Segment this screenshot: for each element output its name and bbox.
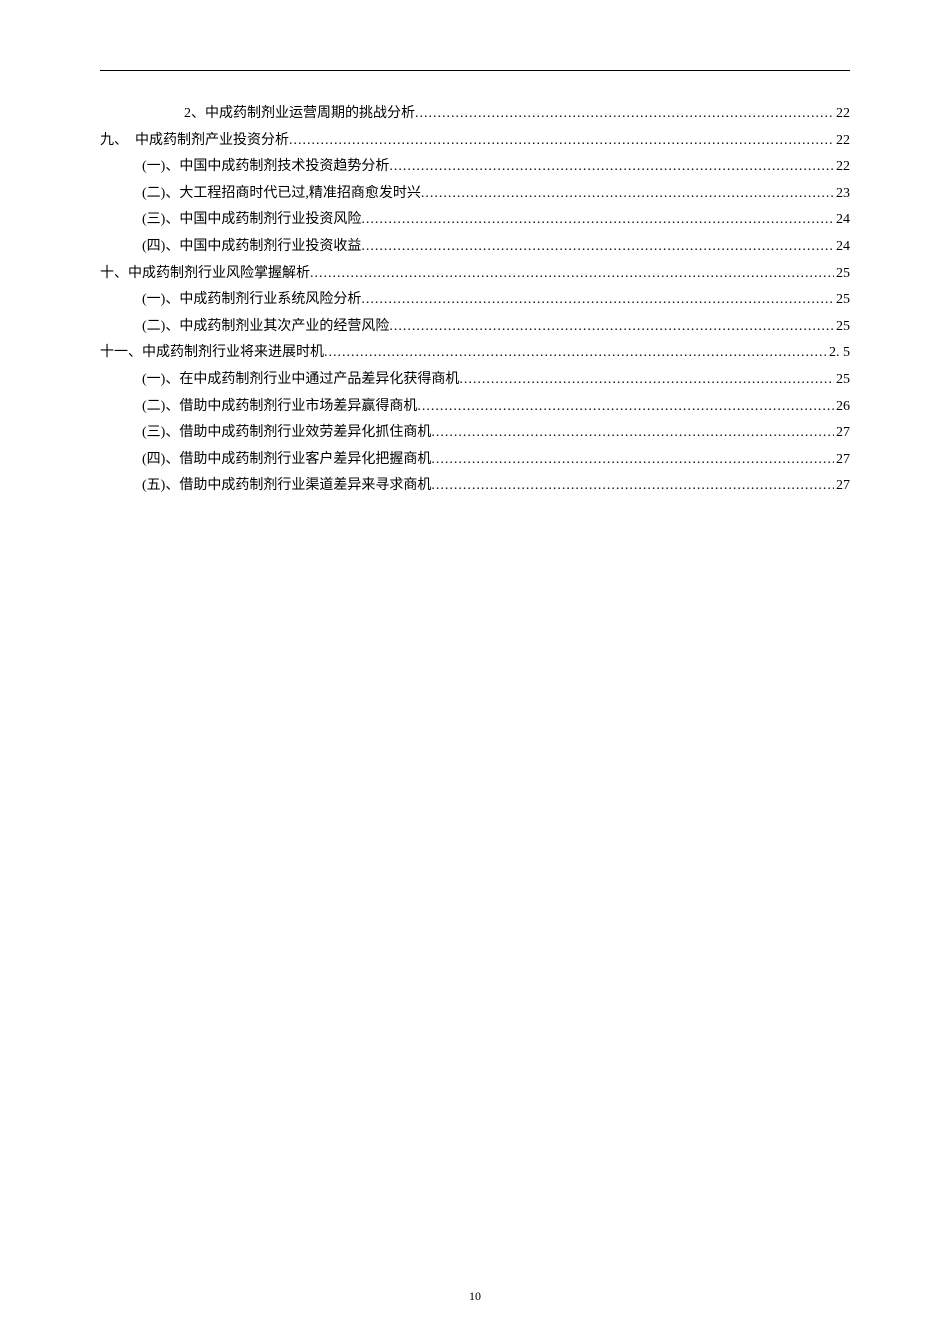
toc-entry-leader: [421, 181, 834, 208]
toc-entry-leader: [361, 234, 834, 261]
toc-entry-label: (一)、在中成药制剂行业中通过产品差异化获得商机: [142, 367, 459, 394]
toc-entry-leader: [459, 367, 834, 394]
toc-entry-label: (五)、借助中成药制剂行业渠道差异来寻求商机: [142, 473, 431, 500]
toc-entry-leader: [431, 473, 834, 500]
table-of-contents: 2、中成药制剂业运营周期的挑战分析22九、 中成药制剂产业投资分析22(一)、中…: [100, 101, 850, 500]
toc-entry-leader: [324, 340, 827, 367]
toc-entry-leader: [389, 154, 834, 181]
toc-entry-leader: [361, 207, 834, 234]
toc-entry: (一)、中成药制剂行业系统风险分析 25: [100, 287, 850, 314]
toc-entry-leader: [361, 287, 834, 314]
toc-entry-page: 24: [834, 234, 850, 261]
toc-entry-page: 25: [834, 261, 850, 288]
toc-entry-label: (一)、中成药制剂行业系统风险分析: [142, 287, 361, 314]
toc-entry: 2、中成药制剂业运营周期的挑战分析 22: [100, 101, 850, 128]
toc-entry-leader: [310, 261, 834, 288]
toc-entry-label: (二)、借助中成药制剂行业市场差异赢得商机: [142, 394, 417, 421]
toc-entry-page: 26: [834, 394, 850, 421]
toc-entry-label: (一)、中国中成药制剂技术投资趋势分析: [142, 154, 389, 181]
toc-entry: (三)、借助中成药制剂行业效劳差异化抓住商机 27: [100, 420, 850, 447]
toc-entry-leader: [431, 447, 834, 474]
toc-entry-page: 22: [834, 154, 850, 181]
toc-entry-label: (二)、大工程招商时代已过,精准招商愈发时兴: [142, 181, 421, 208]
toc-entry-label: (三)、中国中成药制剂行业投资风险: [142, 207, 361, 234]
toc-entry: (五)、借助中成药制剂行业渠道差异来寻求商机 27: [100, 473, 850, 500]
toc-entry: 十、中成药制剂行业风险掌握解析 25: [100, 261, 850, 288]
toc-entry-label: 2、中成药制剂业运营周期的挑战分析: [184, 101, 415, 128]
toc-entry-label: 十一、中成药制剂行业将来进展时机: [100, 340, 324, 367]
toc-entry: (三)、中国中成药制剂行业投资风险 24: [100, 207, 850, 234]
toc-entry: 九、 中成药制剂产业投资分析 22: [100, 128, 850, 155]
toc-entry-page: 27: [834, 447, 850, 474]
toc-entry-label: (四)、借助中成药制剂行业客户差异化把握商机: [142, 447, 431, 474]
toc-entry-label: (二)、中成药制剂业其次产业的经营风险: [142, 314, 389, 341]
toc-entry-label: 十、中成药制剂行业风险掌握解析: [100, 261, 310, 288]
toc-entry-page: 25: [834, 314, 850, 341]
toc-entry-label: (三)、借助中成药制剂行业效劳差异化抓住商机: [142, 420, 431, 447]
toc-entry: (四)、借助中成药制剂行业客户差异化把握商机 27: [100, 447, 850, 474]
toc-entry-leader: [289, 128, 834, 155]
toc-entry-leader: [417, 394, 834, 421]
toc-entry: (四)、中国中成药制剂行业投资收益 24: [100, 234, 850, 261]
toc-entry-page: 27: [834, 420, 850, 447]
toc-entry-page: 22: [834, 128, 850, 155]
toc-entry-page: 23: [834, 181, 850, 208]
toc-entry: (一)、中国中成药制剂技术投资趋势分析 22: [100, 154, 850, 181]
toc-entry: 十一、中成药制剂行业将来进展时机 2. 5: [100, 340, 850, 367]
toc-entry-page: 25: [834, 367, 850, 394]
toc-entry: (一)、在中成药制剂行业中通过产品差异化获得商机 25: [100, 367, 850, 394]
toc-entry-label: (四)、中国中成药制剂行业投资收益: [142, 234, 361, 261]
toc-entry-leader: [431, 420, 834, 447]
toc-entry-label: 九、 中成药制剂产业投资分析: [100, 128, 289, 155]
toc-entry-page: 22: [834, 101, 850, 128]
toc-entry-page: 24: [834, 207, 850, 234]
toc-entry: (二)、大工程招商时代已过,精准招商愈发时兴 23: [100, 181, 850, 208]
toc-entry: (二)、借助中成药制剂行业市场差异赢得商机 26: [100, 394, 850, 421]
toc-entry-leader: [415, 101, 834, 128]
toc-entry-page: 27: [834, 473, 850, 500]
page-number: 10: [0, 1289, 950, 1304]
toc-entry-leader: [389, 314, 834, 341]
toc-entry-page: 2. 5: [827, 340, 850, 367]
toc-entry-page: 25: [834, 287, 850, 314]
toc-entry: (二)、中成药制剂业其次产业的经营风险 25: [100, 314, 850, 341]
header-divider: [100, 70, 850, 71]
